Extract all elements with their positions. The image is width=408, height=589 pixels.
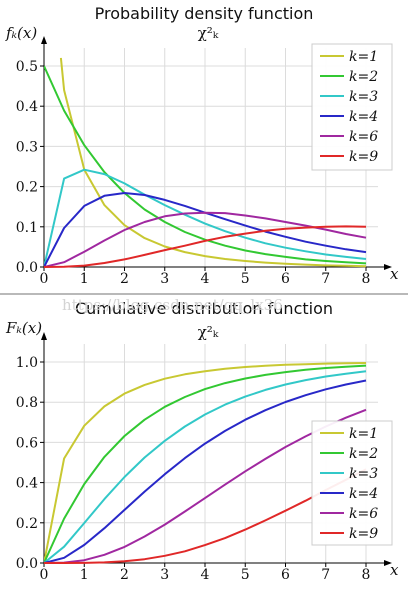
y-axis-arrow: [41, 332, 47, 340]
x-tick-label: 4: [201, 271, 210, 287]
pdf-chart-title: Probability density function: [94, 4, 314, 23]
y-tick-label: 1.0: [16, 355, 38, 371]
x-axis-arrow: [384, 560, 392, 566]
x-axis-label: x: [390, 265, 399, 283]
x-tick-label: 6: [281, 271, 290, 287]
x-tick-label: 0: [40, 271, 49, 287]
watermark-text: https://blog.csdn.net/qq_lx36: [62, 296, 283, 314]
y-tick-label: 0.0: [16, 556, 38, 572]
series-line-k1: [44, 362, 367, 564]
cdf-panel: Cumulative distribution function 0 1 2 3 4 5 6…: [0, 295, 408, 589]
legend-label: k=4: [349, 486, 378, 502]
legend-label: k=1: [349, 426, 378, 442]
x-tick-label: 1: [80, 271, 89, 287]
y-tick-label: 0.2: [16, 180, 38, 196]
series-line-k1: [59, 57, 367, 268]
series-line-k2: [44, 364, 367, 564]
x-tick-label: 7: [321, 271, 330, 287]
y-axis-arrow: [41, 36, 47, 44]
y-axis-label: Fₖ(x): [5, 319, 42, 337]
pdf-chart: 0 1 2 3 4 5 6 7 8 0.0 0.1 0.2 0.3 0.4 0.5 fₖ(x) x χ²ₖ k=1 k…: [5, 24, 399, 287]
series-line-k9: [44, 225, 367, 268]
x-tick-label: 6: [281, 567, 290, 583]
y-tick-label: 0.8: [16, 395, 38, 411]
x-tick-label: 5: [241, 567, 250, 583]
legend-label: k=2: [349, 69, 378, 85]
x-tick-label: 2: [120, 271, 129, 287]
cdf-chart: 0 1 2 3 4 5 6 7 8 0.0 0.2 0.4 0.6 0.8 1.0 Fₖ(x) x χ²ₖ k=1 k…: [5, 319, 399, 583]
legend-box: [311, 420, 393, 546]
series-line-k2: [44, 65, 367, 265]
legend-label: k=6: [349, 129, 378, 145]
y-tick-label: 0.6: [16, 435, 38, 451]
x-tick-label: 3: [160, 271, 169, 287]
legend-box: [311, 43, 393, 171]
y-tick-label: 0.2: [16, 516, 38, 532]
x-tick-label: 8: [362, 567, 371, 583]
x-tick-label: 4: [201, 567, 210, 583]
x-axis-label: x: [390, 561, 399, 579]
legend-label: k=4: [349, 109, 378, 125]
legend-label: k=9: [349, 526, 378, 542]
x-axis-arrow: [384, 264, 392, 270]
legend-label: k=9: [349, 149, 378, 165]
series-line-k4: [44, 379, 367, 564]
x-tick-label: 8: [362, 271, 371, 287]
y-tick-label: 0.3: [16, 139, 38, 155]
series-line-k3: [44, 168, 367, 268]
y-tick-label: 0.4: [16, 99, 38, 115]
x-tick-label: 2: [120, 567, 129, 583]
legend-label: k=1: [349, 49, 378, 65]
y-tick-label: 0.0: [16, 260, 38, 276]
chart-subtitle: χ²ₖ: [198, 24, 219, 42]
legend-label: k=3: [349, 466, 378, 482]
legend-label: k=2: [349, 446, 378, 462]
y-axis-label: fₖ(x): [5, 24, 37, 42]
legend-label: k=6: [349, 506, 378, 522]
y-tick-label: 0.4: [16, 476, 38, 492]
chart-subtitle: χ²ₖ: [198, 323, 219, 341]
panel-divider: [0, 293, 408, 295]
x-tick-label: 3: [160, 567, 169, 583]
pdf-panel: Probability density function 0 1 2 3 4 5 6 7 8 0.…: [5, 4, 399, 287]
y-tick-label: 0.1: [16, 220, 38, 236]
x-tick-label: 0: [40, 567, 49, 583]
series-line-k3: [44, 370, 367, 564]
x-tick-label: 5: [241, 271, 250, 287]
y-tick-label: 0.5: [16, 59, 38, 75]
legend-label: k=3: [349, 89, 378, 105]
x-tick-label: 7: [321, 567, 330, 583]
cdf-chart-title: Cumulative distribution function: [74, 299, 334, 318]
x-tick-label: 1: [80, 567, 89, 583]
